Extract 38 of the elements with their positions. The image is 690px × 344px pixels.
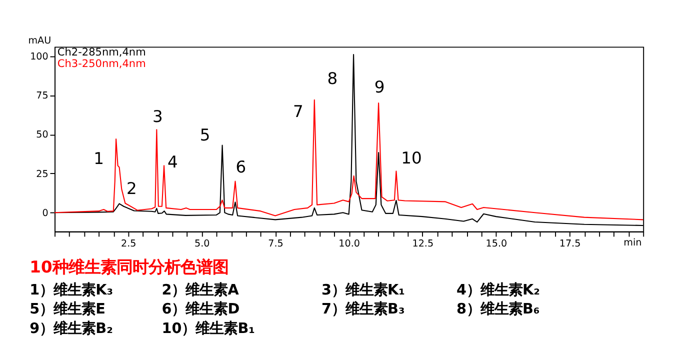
text: 2）维生素A	[162, 282, 240, 299]
text: 7）维生素B₃	[322, 300, 405, 318]
text: 9）维生素B₂	[30, 320, 113, 337]
x-axis-title: min	[624, 237, 642, 248]
text: 4）维生素K₂	[456, 282, 540, 299]
text: 3）维生素K₁	[322, 282, 405, 299]
x-tick-label: 12.5	[412, 238, 434, 250]
x-tick-label: 15.0	[486, 238, 508, 250]
annotation: 8	[327, 69, 338, 88]
y-tick-label: 50	[36, 130, 48, 141]
x-tick-label: 5.0	[194, 238, 210, 250]
annotation: 3	[152, 107, 163, 126]
annotation: 6	[236, 158, 246, 177]
annotation: 9	[374, 78, 385, 97]
text: 10种维生素同时分析色谱图	[30, 258, 228, 277]
text: 10）维生素B₁	[162, 320, 255, 337]
text: 8）维生素B₆	[456, 300, 540, 318]
y-axis-title: mAU	[28, 35, 52, 46]
text: Ch3-250nm,4nm	[57, 58, 146, 70]
annotation: 4	[167, 152, 178, 172]
annotation: 2	[126, 179, 137, 198]
line-series	[54, 99, 644, 220]
annotation: 10	[401, 148, 422, 168]
text: 1）维生素K₃	[30, 282, 114, 299]
annotation: 5	[200, 126, 210, 145]
x-tick-label: 7.5	[268, 238, 284, 250]
x-tick-label: 10.0	[338, 238, 360, 250]
annotation: 1	[94, 148, 104, 168]
y-tick-label: 25	[36, 168, 48, 180]
x-tick-label: 17.5	[559, 238, 581, 250]
y-tick-label: 0	[42, 208, 48, 219]
text: Ch2-285nm,4nm	[57, 46, 146, 58]
text: 6）维生素D	[162, 300, 240, 318]
x-tick-label: 2.5	[120, 238, 136, 250]
text: 5）维生素E	[30, 300, 106, 318]
y-tick-label: 100	[30, 51, 48, 62]
annotation: 7	[292, 102, 304, 122]
y-tick-label: 75	[36, 90, 48, 102]
